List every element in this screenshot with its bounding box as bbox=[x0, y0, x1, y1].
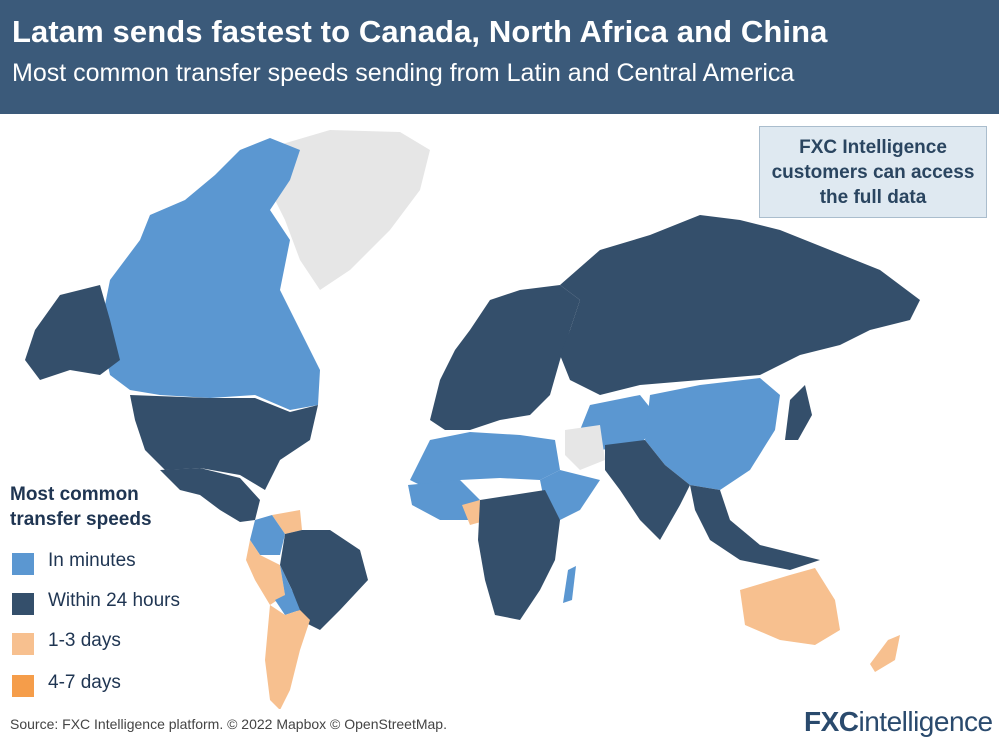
fxc-logo: FXCintelligence bbox=[804, 706, 993, 738]
region-west-africa bbox=[408, 480, 480, 520]
region-greenland bbox=[262, 130, 430, 290]
region-argentina bbox=[265, 605, 310, 709]
world-map-svg bbox=[25, 130, 920, 709]
region-alaska bbox=[25, 285, 120, 380]
info-box-line: customers can access bbox=[771, 162, 975, 183]
info-box-line: the full data bbox=[819, 187, 927, 208]
region-colombia bbox=[250, 515, 285, 555]
region-australia bbox=[740, 568, 840, 645]
legend-title: Most common transfer speeds bbox=[10, 482, 170, 532]
info-box-line: FXC Intelligence bbox=[799, 137, 947, 158]
legend-swatch bbox=[12, 593, 34, 615]
legend-swatch bbox=[12, 633, 34, 655]
region-brazil bbox=[280, 530, 368, 630]
legend-swatch bbox=[12, 553, 34, 575]
region-se-asia bbox=[690, 485, 820, 570]
region-venezuela bbox=[272, 510, 302, 534]
logo-fxc: FXC bbox=[804, 706, 859, 737]
region-japan bbox=[785, 385, 812, 440]
region-china bbox=[645, 378, 780, 490]
legend-label: 4-7 days bbox=[48, 672, 121, 693]
region-russia bbox=[560, 215, 920, 395]
region-north-africa bbox=[410, 432, 560, 490]
region-madagascar bbox=[563, 566, 576, 603]
logo-intelligence: intelligence bbox=[858, 706, 994, 737]
legend-swatch bbox=[12, 675, 34, 697]
region-europe bbox=[430, 285, 580, 430]
region-bolivia bbox=[275, 565, 300, 615]
region-east-africa bbox=[540, 470, 600, 520]
legend-title-line: Most common bbox=[10, 484, 139, 505]
region-peru bbox=[246, 540, 285, 605]
legend: Most common transfer speeds In minutes W… bbox=[10, 482, 180, 697]
region-new-zealand bbox=[870, 635, 900, 672]
region-canada bbox=[100, 138, 320, 410]
region-mexico bbox=[160, 468, 260, 522]
legend-label: 1-3 days bbox=[48, 630, 121, 651]
legend-label: In minutes bbox=[48, 550, 136, 571]
region-india bbox=[605, 440, 690, 540]
header-banner: Latam sends fastest to Canada, North Afr… bbox=[0, 0, 999, 114]
legend-label: Within 24 hours bbox=[48, 590, 181, 611]
region-central-africa bbox=[478, 490, 560, 620]
page-subtitle: Most common transfer speeds sending from… bbox=[12, 59, 795, 87]
region-iran bbox=[565, 425, 605, 470]
region-usa bbox=[130, 395, 318, 490]
source-note: Source: FXC Intelligence platform. © 202… bbox=[10, 716, 447, 732]
legend-title-line: transfer speeds bbox=[10, 509, 152, 530]
page-title: Latam sends fastest to Canada, North Afr… bbox=[12, 14, 828, 49]
info-box: FXC Intelligence customers can access th… bbox=[759, 126, 987, 218]
